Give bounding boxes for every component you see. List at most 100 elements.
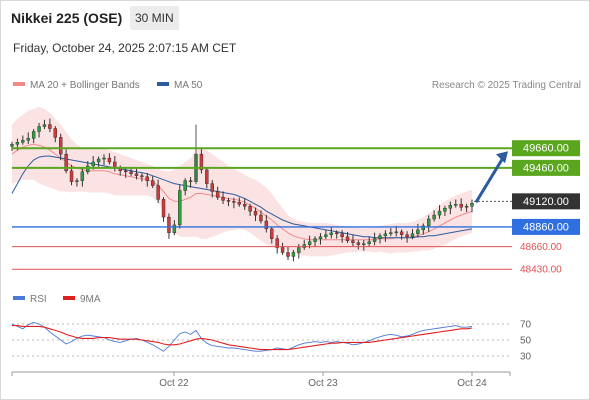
- candle-down: [53, 128, 57, 138]
- support-label: 48430.00: [520, 265, 562, 276]
- candle-down: [264, 220, 269, 230]
- candle-down: [215, 191, 220, 198]
- candle-down: [221, 197, 225, 201]
- credit-text: Research © 2025 Trading Central: [431, 80, 581, 91]
- candle-up: [410, 233, 415, 237]
- pivot-label: 48860.00: [523, 221, 569, 233]
- candle-down: [226, 200, 231, 202]
- legend-item-rsi: RSI: [13, 294, 47, 305]
- candle-up: [372, 238, 377, 242]
- candle-up: [329, 232, 333, 235]
- resistance-label-box: [512, 140, 580, 157]
- candle-up: [172, 224, 177, 234]
- candle-up: [443, 208, 447, 212]
- candle-up: [464, 206, 469, 208]
- candle-up: [91, 161, 95, 167]
- rsi-9ma-line: [12, 325, 473, 351]
- candle-down: [199, 153, 204, 171]
- candle-down: [161, 199, 166, 218]
- legend-label-9ma: 9MA: [80, 294, 101, 305]
- rsi-tick-label: 70: [520, 320, 532, 331]
- last-price-label: 49120.00: [523, 196, 569, 208]
- candle-down: [167, 216, 171, 234]
- datetime-label: Friday, October 24, 2025 2:07:15 AM CET: [13, 41, 237, 55]
- chart-title: Nikkei 225 (OSE): [11, 10, 123, 26]
- candle-up: [318, 236, 323, 239]
- candle-down: [151, 180, 155, 186]
- candle-down: [253, 210, 258, 216]
- x-tick-label: Oct 22: [159, 378, 189, 389]
- candle-up: [383, 233, 388, 236]
- candle-up: [313, 238, 317, 242]
- candle-up: [307, 241, 312, 245]
- candle-down: [248, 206, 252, 212]
- candle-down: [156, 185, 160, 200]
- ma50-swatch: [157, 82, 169, 87]
- candle-down: [140, 175, 144, 177]
- candle-up: [15, 142, 20, 145]
- candle-down: [270, 228, 274, 239]
- candle-up: [324, 234, 328, 237]
- candle-up: [416, 229, 420, 234]
- candle-down: [205, 169, 209, 184]
- candle-down: [69, 170, 74, 182]
- candle-down: [405, 234, 409, 237]
- candle-up: [75, 180, 79, 182]
- resistance-label: 49660.00: [523, 143, 569, 155]
- bollinger-band-area: [12, 106, 472, 257]
- ma20-swatch: [13, 82, 25, 87]
- x-tick-label: Oct 24: [457, 378, 487, 389]
- candle-up: [470, 203, 474, 207]
- rsi-tick-label: 50: [520, 336, 532, 347]
- candle-down: [145, 176, 149, 181]
- candle-down: [275, 238, 279, 248]
- candle-up: [26, 138, 30, 141]
- candle-up: [178, 190, 182, 226]
- rsi-tick-label: 30: [520, 352, 532, 363]
- rsi-line: [11, 321, 473, 352]
- forecast-arrow-head: [496, 151, 508, 164]
- candle-down: [351, 240, 355, 243]
- candle-up: [378, 235, 382, 239]
- candle-up: [31, 131, 36, 139]
- candle-up: [291, 252, 296, 257]
- candle-down: [107, 157, 112, 163]
- candle-up: [102, 157, 106, 160]
- candle-down: [232, 201, 236, 203]
- legend-label-rsi: RSI: [30, 294, 47, 305]
- candle-down: [340, 233, 344, 237]
- candle-up: [96, 158, 101, 163]
- candle-down: [399, 231, 404, 235]
- candle-down: [243, 204, 247, 207]
- resistance-label: 49460.00: [523, 162, 569, 174]
- candle-down: [64, 153, 68, 172]
- candle-down: [259, 214, 263, 222]
- candle-up: [454, 204, 458, 206]
- candle-down: [237, 202, 241, 205]
- candle-down: [48, 124, 52, 129]
- x-tick-label: Oct 23: [308, 378, 338, 389]
- timeframe-badge[interactable]: 30 MIN: [130, 6, 179, 30]
- legend-label-ma20: MA 20 + Bollinger Bands: [30, 80, 140, 91]
- candle-up: [421, 225, 425, 231]
- candle-down: [123, 170, 128, 173]
- candle-up: [183, 180, 187, 191]
- candle-up: [37, 126, 41, 132]
- candle-down: [280, 247, 285, 253]
- candle-up: [367, 241, 371, 244]
- legend-item-ma50: MA 50: [157, 80, 202, 91]
- candle-up: [42, 124, 47, 127]
- forecast-arrow-shaft: [474, 155, 506, 204]
- candle-down: [129, 171, 133, 174]
- candle-up: [80, 171, 85, 181]
- candle-down: [134, 173, 139, 176]
- last-price-label-box: [512, 193, 580, 210]
- resistance-label-box: [512, 159, 580, 176]
- support-label: 48660.00: [520, 242, 562, 253]
- candle-down: [345, 236, 350, 241]
- candle-down: [356, 242, 361, 245]
- rsi-swatch: [13, 296, 25, 301]
- candle-up: [427, 218, 431, 227]
- legend-item-9ma: 9MA: [63, 294, 101, 305]
